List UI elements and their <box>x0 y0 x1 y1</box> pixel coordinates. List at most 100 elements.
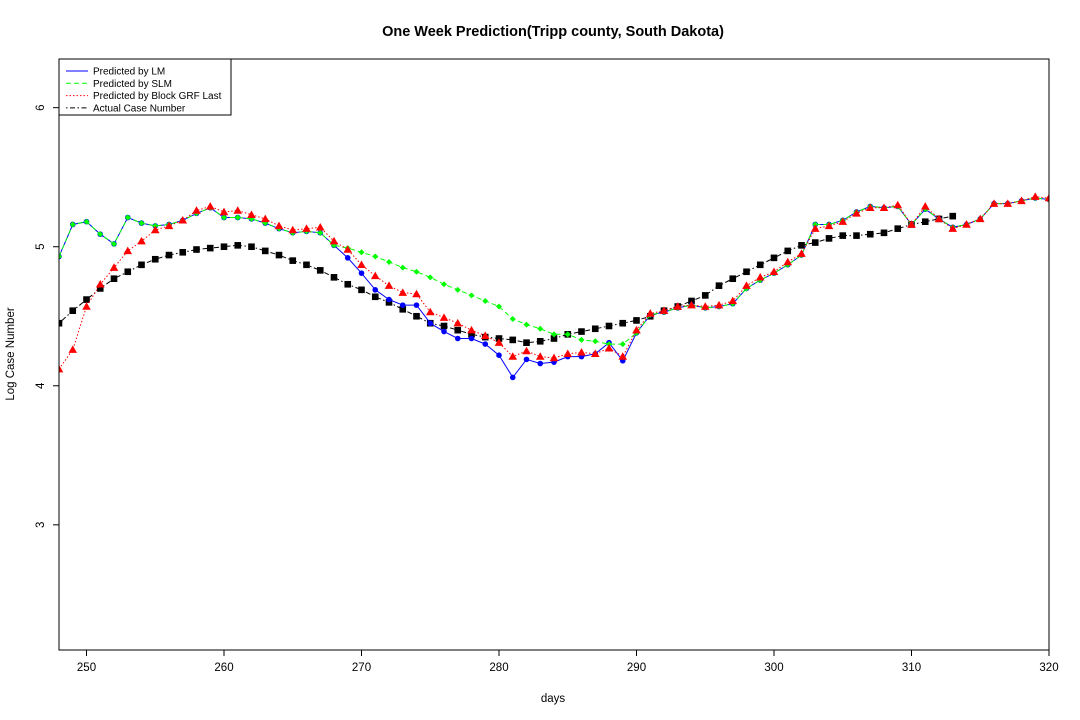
legend-item-predicted-by-block-grf-last: Predicted by Block GRF Last <box>66 91 222 102</box>
data-point-predicted-by-block-grf-last <box>1044 193 1049 202</box>
data-point-predicted-by-block-grf-last <box>852 209 861 217</box>
data-point-predicted-by-slm <box>138 220 145 227</box>
data-point-actual-case-number <box>825 235 833 242</box>
data-point-predicted-by-block-grf-last <box>247 210 256 218</box>
data-point-predicted-by-slm <box>221 214 227 221</box>
data-point-predicted-by-block-grf-last <box>728 296 738 305</box>
data-point-predicted-by-slm <box>399 264 406 271</box>
data-point-predicted-by-block-grf-last <box>95 279 105 288</box>
data-point-predicted-by-block-grf-last <box>797 249 806 257</box>
data-point-actual-case-number <box>536 337 544 345</box>
data-point-predicted-by-slm <box>317 229 324 236</box>
data-point-predicted-by-slm <box>496 303 502 310</box>
data-point-actual-case-number <box>921 218 929 225</box>
data-point-actual-case-number <box>303 261 310 269</box>
x-tick-label: 300 <box>764 662 783 674</box>
data-point-predicted-by-lm <box>413 302 420 308</box>
data-point-predicted-by-slm <box>537 325 544 332</box>
legend-label: Predicted by LM <box>93 67 165 78</box>
data-point-predicted-by-block-grf-last <box>577 348 586 356</box>
data-point-predicted-by-slm <box>372 253 379 260</box>
data-point-predicted-by-slm <box>441 281 447 288</box>
data-point-actual-case-number <box>798 242 805 249</box>
series-line-predicted-by-slm <box>59 197 1049 345</box>
data-point-actual-case-number <box>124 268 132 276</box>
data-point-predicted-by-slm <box>97 231 104 238</box>
data-point-predicted-by-lm <box>496 352 502 358</box>
data-point-actual-case-number <box>69 307 77 314</box>
data-point-predicted-by-block-grf-last <box>632 325 641 334</box>
legend-label: Predicted by Block GRF Last <box>93 91 222 102</box>
y-tick-label: 3 <box>35 522 47 528</box>
data-point-actual-case-number <box>523 339 530 346</box>
data-point-predicted-by-lm <box>399 302 406 308</box>
data-point-predicted-by-block-grf-last <box>673 302 683 310</box>
data-point-predicted-by-block-grf-last <box>439 313 449 321</box>
data-point-actual-case-number <box>399 306 407 313</box>
series-line-predicted-by-block-grf-last <box>59 196 1049 370</box>
data-point-predicted-by-lm <box>509 374 516 381</box>
data-point-predicted-by-slm <box>358 249 365 256</box>
legend-label: Predicted by SLM <box>93 79 172 90</box>
data-point-predicted-by-block-grf-last <box>700 302 710 310</box>
data-point-actual-case-number <box>550 335 558 342</box>
data-point-predicted-by-slm <box>124 214 131 221</box>
data-point-predicted-by-block-grf-last <box>934 214 944 223</box>
legend-item-predicted-by-slm: Predicted by SLM <box>66 79 172 90</box>
data-point-predicted-by-lm <box>482 341 489 347</box>
data-point-predicted-by-block-grf-last <box>315 222 325 231</box>
data-point-predicted-by-block-grf-last <box>398 288 408 296</box>
data-point-predicted-by-block-grf-last <box>178 216 188 224</box>
data-point-predicted-by-lm <box>344 255 351 261</box>
data-point-actual-case-number <box>729 275 737 283</box>
data-point-actual-case-number <box>811 239 819 246</box>
data-point-predicted-by-block-grf-last <box>687 300 696 309</box>
data-point-predicted-by-block-grf-last <box>975 214 985 223</box>
data-point-actual-case-number <box>193 246 200 253</box>
data-point-actual-case-number <box>289 257 297 264</box>
x-axis-label: days <box>541 693 566 705</box>
data-point-actual-case-number <box>894 225 902 232</box>
data-point-predicted-by-block-grf-last <box>920 202 930 210</box>
data-point-predicted-by-lm <box>358 270 365 276</box>
data-point-actual-case-number <box>784 247 792 255</box>
data-point-actual-case-number <box>344 280 352 288</box>
data-point-predicted-by-slm <box>619 341 626 348</box>
data-point-predicted-by-block-grf-last <box>425 307 435 316</box>
chart-title: One Week Prediction(Tripp county, South … <box>382 24 724 40</box>
data-point-actual-case-number <box>248 243 255 251</box>
x-tick-label: 310 <box>902 662 921 674</box>
data-point-predicted-by-block-grf-last <box>535 352 545 360</box>
legend-item-predicted-by-lm: Predicted by LM <box>66 67 165 78</box>
data-point-predicted-by-block-grf-last <box>1017 196 1026 205</box>
data-point-predicted-by-block-grf-last <box>962 220 971 228</box>
data-point-predicted-by-block-grf-last <box>989 199 999 207</box>
data-point-predicted-by-slm <box>564 331 571 338</box>
data-point-predicted-by-slm <box>578 336 585 343</box>
data-point-predicted-by-block-grf-last <box>948 224 958 232</box>
data-point-predicted-by-block-grf-last <box>109 263 119 271</box>
data-point-actual-case-number <box>138 261 145 269</box>
data-point-actual-case-number <box>83 296 90 303</box>
data-point-actual-case-number <box>316 267 324 274</box>
data-point-predicted-by-block-grf-last <box>590 349 600 358</box>
data-point-predicted-by-slm <box>427 274 434 281</box>
series-predicted-by-lm <box>59 195 1049 381</box>
data-point-predicted-by-slm <box>413 268 420 275</box>
data-point-actual-case-number <box>743 268 750 276</box>
data-point-predicted-by-slm <box>386 259 392 266</box>
data-point-actual-case-number <box>234 242 242 249</box>
data-point-predicted-by-block-grf-last <box>453 318 463 327</box>
series-predicted-by-block-grf-last <box>59 192 1049 373</box>
data-point-actual-case-number <box>206 244 214 252</box>
series-predicted-by-slm <box>59 195 1049 348</box>
data-point-predicted-by-block-grf-last <box>123 246 133 255</box>
data-point-predicted-by-block-grf-last <box>879 203 889 212</box>
data-point-predicted-by-block-grf-last <box>1003 199 1013 207</box>
data-point-predicted-by-block-grf-last <box>370 271 380 280</box>
data-point-predicted-by-slm <box>454 286 461 293</box>
data-point-predicted-by-block-grf-last <box>274 221 284 230</box>
x-tick-label: 250 <box>77 662 96 674</box>
